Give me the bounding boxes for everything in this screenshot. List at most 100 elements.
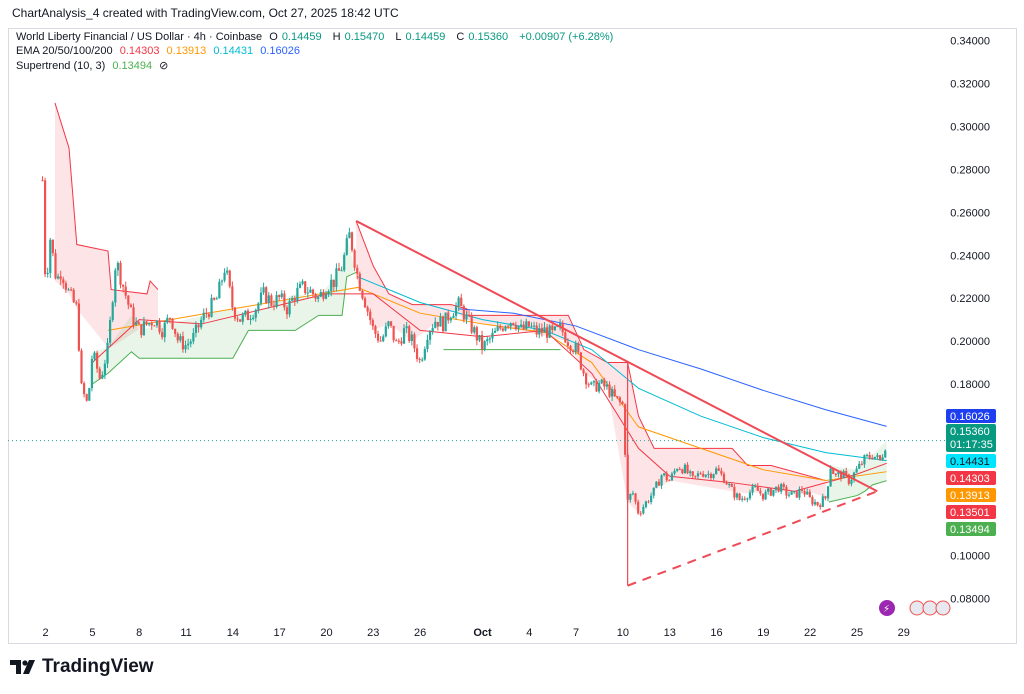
supertrend-legend[interactable]: Supertrend (10, 3) 0.13494 ⊘ [16,59,172,72]
candle-body [858,463,861,469]
candle-body [77,303,80,351]
candle-body [806,491,809,495]
candle-body [691,471,694,476]
time-tick-label: 10 [617,627,629,639]
candle-body [262,287,265,293]
candle-body [155,320,159,326]
candle-body [220,280,224,282]
badge-last-bg [946,424,996,452]
candle-body [787,494,791,496]
candle-body [67,289,70,291]
supertrend-label: Supertrend (10, 3) [16,60,106,72]
candle-body [532,325,536,327]
candle-body [683,464,687,474]
candle-body [642,507,645,514]
candle-body [582,369,585,374]
candle-body [153,325,156,327]
candle-body [579,352,583,370]
candle-body [845,471,848,475]
candle-body [103,363,107,375]
candle-body [353,250,356,268]
price-tick-label: 0.24000 [950,250,990,262]
candle-body [616,396,619,398]
badge-supertrend-bg [946,522,996,536]
descending-trendline [355,220,878,493]
ema-legend[interactable]: EMA 20/50/100/200 0.14303 0.13913 0.1443… [16,45,304,57]
candle-body [808,491,811,498]
candle-body [754,486,757,488]
candle-body [54,253,57,279]
candle-body [205,312,208,315]
candle-body [702,473,705,477]
candle-body [129,304,133,308]
supertrend-up-line-3 [828,480,887,503]
candle-body [530,325,533,327]
candle-body [197,324,200,328]
candle-body [135,321,138,325]
candle-body [127,295,130,305]
time-tick-label: 11 [180,627,191,639]
candle-body [652,487,655,496]
badge-ema50-bg [946,488,996,502]
candle-body [298,283,302,288]
candle-body [686,464,689,474]
price-tick-label: 0.20000 [950,336,990,348]
candle-body [603,379,606,387]
time-tick-label: 8 [136,627,142,639]
candle-body [83,383,86,395]
candle-body [231,286,234,308]
candle-body [304,281,307,293]
candle-body [772,489,775,496]
badge-st-line-bg [946,505,996,519]
candle-body [278,295,281,298]
candle-body [566,342,570,346]
time-tick-label: 19 [757,627,769,639]
candle-body [650,495,653,503]
candle-body [668,480,671,482]
candle-body [751,486,754,493]
candle-body [148,322,151,325]
candle-body [249,318,252,321]
candle-body [748,492,752,499]
candle-body [228,270,231,287]
price-tick-label: 0.10000 [950,551,990,563]
ohlc-low: L 0.14459 [395,31,446,43]
candle-body [657,481,661,486]
candle-body [239,319,242,322]
candle-body [337,268,341,271]
candle-body [356,267,359,274]
hide-indicator-icon[interactable]: ⊘ [159,60,169,72]
candle-body [397,340,400,342]
badge-countdown: 01:17:35 [950,439,993,451]
tradingview-logo[interactable]: TradingView [10,656,154,678]
candle-body [449,317,452,321]
badge-ema100-bg [946,454,996,468]
candle-body [868,454,871,458]
candle-body [741,498,744,500]
candle-body [69,289,73,291]
candle-body [480,334,484,350]
candle-body [785,486,788,496]
candle-body [821,496,824,507]
candle-body [517,326,520,329]
candle-body [670,473,674,481]
candle-body [275,295,278,307]
price-tick-label: 0.34000 [950,36,990,48]
candle-body [314,294,317,299]
tv-assistant-icon [879,600,895,616]
candle-body [132,307,135,325]
ascending-trendline [627,490,878,587]
candle-body [272,305,276,307]
candle-body [158,320,161,333]
candle-body [387,321,390,327]
candle-body [174,328,177,334]
candle-body [746,498,749,500]
candle-body [535,325,538,335]
candle-body [111,302,114,321]
candle-body [488,338,491,340]
candle-body [522,324,525,330]
candle-body [608,384,611,397]
flag-icons[interactable]: ⚡ [879,600,951,616]
